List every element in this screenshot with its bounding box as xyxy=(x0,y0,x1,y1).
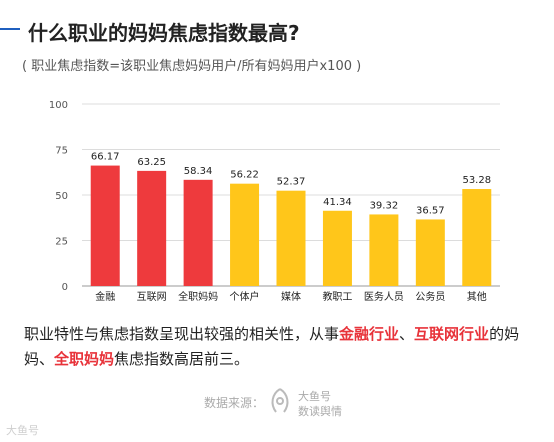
x-tick-label: 教职工 xyxy=(322,290,352,303)
data-label: 36.57 xyxy=(416,205,445,216)
bar xyxy=(276,190,306,286)
summary-highlight-fulltime-mom: 全职妈妈 xyxy=(54,350,115,368)
brand-account: 数读舆情 xyxy=(298,405,342,418)
data-label: 41.34 xyxy=(323,197,352,208)
bar xyxy=(183,179,213,286)
summary-part-2: 的妈妈、 xyxy=(24,325,520,368)
y-tick-label: 50 xyxy=(55,191,68,202)
bar xyxy=(230,183,260,286)
y-tick-label: 100 xyxy=(49,100,68,111)
bar-chart: 0 25 50 75 100 66.17 金融 63.25 互联网 58.34 全职妈妈 56.22 个… xyxy=(49,100,500,303)
y-tick-label: 25 xyxy=(55,237,68,248)
data-label: 56.22 xyxy=(230,170,259,181)
data-label: 53.28 xyxy=(462,175,491,186)
bar xyxy=(322,210,352,286)
data-label: 52.37 xyxy=(277,177,306,188)
page-title: 什么职业的妈妈焦虑指数最高? xyxy=(28,21,300,45)
summary-separator: 、 xyxy=(399,325,415,343)
x-tick-label: 互联网 xyxy=(137,291,167,303)
bar xyxy=(369,214,399,286)
y-tick-label: 0 xyxy=(62,282,68,293)
brand-name: 大鱼号 xyxy=(298,390,331,403)
x-tick-label: 其他 xyxy=(467,290,487,303)
summary-highlight-internet: 互联网行业 xyxy=(414,325,490,343)
data-label: 58.34 xyxy=(184,166,213,177)
page-subtitle: ( 职业焦虑指数=该职业焦虑妈妈用户/所有妈妈用户x100 ) xyxy=(22,59,362,74)
data-label: 39.32 xyxy=(370,200,399,211)
y-tick-label: 75 xyxy=(55,146,68,157)
bar xyxy=(462,189,492,286)
bar xyxy=(137,170,167,286)
data-label: 66.17 xyxy=(91,152,120,163)
x-tick-label: 媒体 xyxy=(281,291,301,303)
summary-part-3: 焦虑指数高居前三。 xyxy=(114,350,250,368)
watermark: 大鱼号 xyxy=(6,424,39,437)
x-tick-label: 个体户 xyxy=(230,290,260,303)
summary-part-1: 职业特性与焦虑指数呈现出较强的相关性，从事 xyxy=(24,325,340,343)
x-tick-label: 金融 xyxy=(95,290,115,303)
x-tick-label: 全职妈妈 xyxy=(178,290,218,303)
summary-highlight-finance: 金融行业 xyxy=(339,325,400,343)
source-label: 数据来源： xyxy=(204,396,265,410)
title-accent-bar xyxy=(0,28,20,30)
x-tick-label: 公务员 xyxy=(415,290,445,303)
bar xyxy=(90,165,120,286)
summary-text: 职业特性与焦虑指数呈现出较强的相关性，从事金融行业、互联网行业的妈妈、全职妈妈焦… xyxy=(24,322,539,372)
bar xyxy=(415,219,445,286)
x-tick-label: 医务人员 xyxy=(364,290,404,303)
brand-logo: 大鱼号 数读舆情 xyxy=(266,386,376,420)
data-label: 63.25 xyxy=(137,157,166,168)
fish-logo-icon xyxy=(271,388,289,413)
